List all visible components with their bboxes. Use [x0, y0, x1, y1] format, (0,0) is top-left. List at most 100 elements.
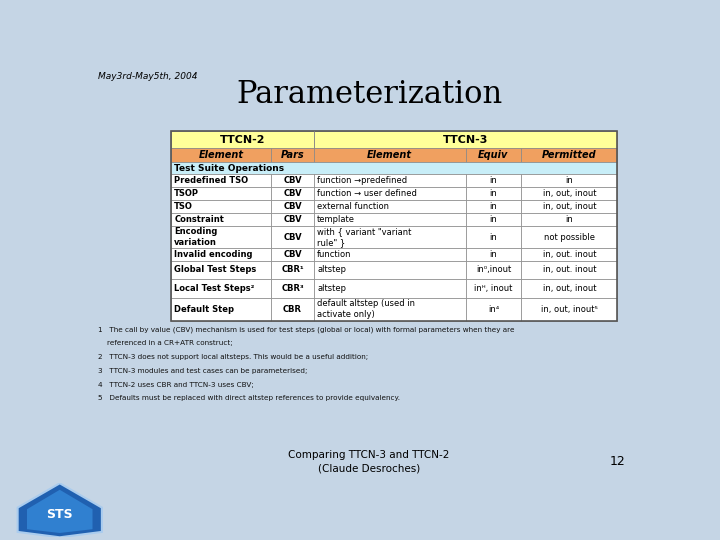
Text: CBR: CBR — [283, 305, 302, 314]
Text: TTCN-2: TTCN-2 — [220, 135, 265, 145]
Text: TSOP: TSOP — [174, 189, 199, 198]
Bar — [466, 248, 521, 261]
Bar — [466, 279, 521, 298]
Text: referenced in a CR+ATR construct;: referenced in a CR+ATR construct; — [99, 341, 233, 347]
Bar — [171, 131, 314, 148]
Bar — [466, 226, 521, 248]
Text: Predefined TSO: Predefined TSO — [174, 176, 248, 185]
Bar — [521, 248, 617, 261]
Text: 1   The call by value (CBV) mechanism is used for test steps (global or local) w: 1 The call by value (CBV) mechanism is u… — [99, 327, 515, 333]
Bar — [466, 261, 521, 279]
Text: CBR³: CBR³ — [282, 284, 304, 293]
Text: not possible: not possible — [544, 233, 595, 241]
Bar — [271, 226, 314, 248]
Bar — [466, 187, 521, 200]
Bar — [314, 226, 466, 248]
Text: CBV: CBV — [283, 215, 302, 224]
Text: Test Suite Operations: Test Suite Operations — [174, 164, 284, 173]
Text: May3rd-May5th, 2004: May3rd-May5th, 2004 — [99, 72, 198, 82]
Bar — [314, 248, 466, 261]
Bar — [171, 213, 271, 226]
Text: Permitted: Permitted — [542, 150, 597, 160]
Text: 3   TTCN-3 modules and test cases can be parameterised;: 3 TTCN-3 modules and test cases can be p… — [99, 368, 307, 374]
Bar — [521, 148, 617, 162]
Text: CBV: CBV — [283, 233, 302, 241]
Bar — [521, 200, 617, 213]
Text: in: in — [490, 176, 498, 185]
Text: in, out, inout⁵: in, out, inout⁵ — [541, 305, 598, 314]
Bar — [521, 261, 617, 279]
Text: inᴴ, inout: inᴴ, inout — [474, 284, 513, 293]
Bar — [466, 213, 521, 226]
Text: 4   TTCN-2 uses CBR and TTCN-3 uses CBV;: 4 TTCN-2 uses CBR and TTCN-3 uses CBV; — [99, 382, 254, 388]
Text: in, out. inout: in, out. inout — [543, 250, 596, 259]
Bar — [521, 298, 617, 321]
Bar — [521, 279, 617, 298]
Bar — [171, 162, 617, 174]
Text: CBV: CBV — [283, 176, 302, 185]
Bar — [171, 298, 271, 321]
Bar — [171, 261, 271, 279]
Bar — [521, 213, 617, 226]
Bar — [466, 174, 521, 187]
Bar — [271, 213, 314, 226]
Bar — [314, 279, 466, 298]
Text: 2   TTCN-3 does not support local altsteps. This would be a useful addition;: 2 TTCN-3 does not support local altsteps… — [99, 354, 369, 360]
Text: in: in — [565, 215, 573, 224]
Text: STS: STS — [47, 508, 73, 521]
Bar — [314, 148, 466, 162]
Text: CBV: CBV — [283, 189, 302, 198]
Text: in: in — [490, 215, 498, 224]
Bar — [521, 226, 617, 248]
Text: in, out. inout: in, out. inout — [543, 266, 596, 274]
Text: function → user defined: function → user defined — [317, 189, 417, 198]
Text: in: in — [565, 176, 573, 185]
Text: CBV: CBV — [283, 250, 302, 259]
Text: Pars: Pars — [281, 150, 305, 160]
Text: external function: external function — [317, 202, 389, 211]
Bar — [171, 187, 271, 200]
Text: TSO: TSO — [174, 202, 193, 211]
Bar — [466, 298, 521, 321]
Bar — [271, 187, 314, 200]
Bar — [171, 279, 271, 298]
Text: default altstep (used in
activate only): default altstep (used in activate only) — [317, 299, 415, 319]
Text: Local Test Steps²: Local Test Steps² — [174, 284, 255, 293]
Bar — [314, 200, 466, 213]
Text: in, out, inout: in, out, inout — [543, 189, 596, 198]
Text: in, out, inout: in, out, inout — [543, 284, 596, 293]
Text: 12: 12 — [610, 455, 626, 468]
Bar — [314, 187, 466, 200]
Text: Element: Element — [367, 150, 412, 160]
Text: function →predefined: function →predefined — [317, 176, 408, 185]
Bar — [271, 279, 314, 298]
Bar — [271, 200, 314, 213]
Text: Element: Element — [199, 150, 243, 160]
Bar — [171, 226, 271, 248]
Text: Parameterization: Parameterization — [236, 79, 502, 110]
Bar — [271, 298, 314, 321]
Bar — [171, 148, 271, 162]
Text: CBR¹: CBR¹ — [282, 266, 304, 274]
Text: Equiv: Equiv — [478, 150, 508, 160]
Text: Default Step: Default Step — [174, 305, 234, 314]
Bar — [314, 213, 466, 226]
Text: in: in — [490, 250, 498, 259]
Bar — [271, 148, 314, 162]
Bar — [271, 248, 314, 261]
Bar — [314, 261, 466, 279]
Text: in⁴: in⁴ — [488, 305, 499, 314]
Text: with { variant "variant
rule" }: with { variant "variant rule" } — [317, 227, 412, 247]
Text: Comparing TTCN-3 and TTCN-2
(Claude Desroches): Comparing TTCN-3 and TTCN-2 (Claude Desr… — [288, 450, 450, 474]
Bar — [466, 148, 521, 162]
Text: function: function — [317, 250, 351, 259]
Text: Encoding
variation: Encoding variation — [174, 227, 217, 247]
Bar — [271, 261, 314, 279]
Bar — [521, 174, 617, 187]
Bar — [271, 174, 314, 187]
Text: in, out, inout: in, out, inout — [543, 202, 596, 211]
Bar — [314, 131, 617, 148]
Bar — [171, 248, 271, 261]
Text: Constraint: Constraint — [174, 215, 224, 224]
Bar — [171, 131, 617, 321]
